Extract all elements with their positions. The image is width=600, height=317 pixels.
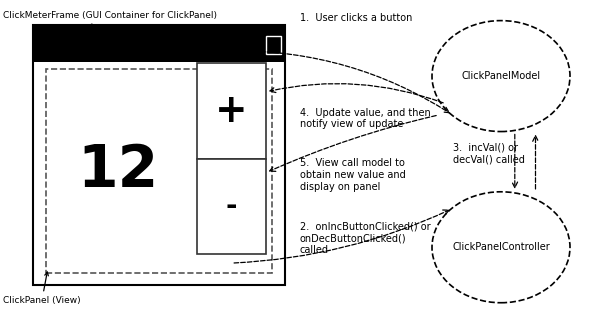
Text: 12: 12	[78, 142, 159, 199]
Text: 5.  View call model to
obtain new value and
display on panel: 5. View call model to obtain new value a…	[300, 158, 406, 192]
Bar	[46, 69, 272, 273]
Text: ClickMeterFrame (GUI Container for ClickPanel): ClickMeterFrame (GUI Container for Click…	[3, 11, 217, 33]
Text: 2.  onIncButtonClicked() or
onDecButtonClicked()
called: 2. onIncButtonClicked() or onDecButtonCl…	[300, 222, 431, 255]
Text: ClickPanel (View): ClickPanel (View)	[3, 272, 80, 305]
Text: -: -	[226, 192, 237, 220]
Text: +: +	[215, 92, 248, 130]
Bar	[33, 25, 285, 62]
Text: 1.  User clicks a button: 1. User clicks a button	[300, 13, 412, 23]
Bar	[197, 158, 266, 254]
Text: 4.  Update value, and then
notify view of update: 4. Update value, and then notify view of…	[300, 108, 431, 129]
Ellipse shape	[432, 21, 570, 132]
Text: ClickPanelController: ClickPanelController	[452, 242, 550, 252]
Bar	[197, 63, 266, 158]
Text: ClickPanelModel: ClickPanelModel	[461, 71, 541, 81]
Ellipse shape	[432, 192, 570, 303]
Bar	[33, 25, 285, 285]
Bar	[266, 36, 281, 54]
Text: 3.  incVal() or
decVal() called: 3. incVal() or decVal() called	[453, 143, 525, 164]
